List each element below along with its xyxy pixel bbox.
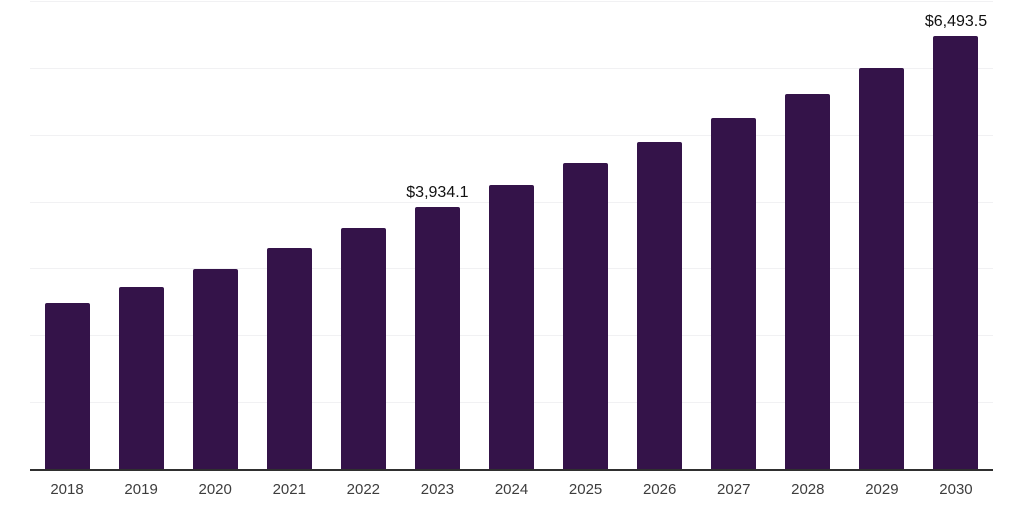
bar-2027 xyxy=(711,118,757,470)
bar-slot xyxy=(845,2,919,470)
x-tick-label: 2023 xyxy=(420,481,455,498)
x-axis-line xyxy=(30,469,993,471)
bar-2022 xyxy=(340,227,386,470)
bar-2025 xyxy=(563,163,609,470)
bar-slot xyxy=(30,2,104,470)
bar-2021 xyxy=(266,248,312,470)
bar-slot xyxy=(252,2,326,470)
x-tick-label: 2026 xyxy=(642,481,677,498)
plot-area: $3,934.1 $6,493.5 xyxy=(30,1,993,471)
bar-2029 xyxy=(859,68,905,470)
x-tick-label: 2029 xyxy=(865,481,899,498)
gridline xyxy=(30,1,993,2)
x-tick-label: 2018 xyxy=(50,481,84,498)
bar-2026 xyxy=(637,141,683,470)
bar-2030: $6,493.5 xyxy=(925,13,987,470)
x-tick-label: 2021 xyxy=(272,481,306,498)
bar-slot xyxy=(623,2,697,470)
bar-slot: $3,934.1 xyxy=(400,2,474,470)
bar-2023: $3,934.1 xyxy=(406,184,469,470)
bar-slot xyxy=(104,2,178,470)
bar-2028 xyxy=(785,94,831,470)
bar-value-label: $3,934.1 xyxy=(406,183,469,201)
x-tick-label: 2028 xyxy=(791,481,825,498)
x-tick-label: 2025 xyxy=(568,481,603,498)
x-tick-label: 2030 xyxy=(939,481,973,498)
bar-2018 xyxy=(44,302,90,470)
bar-2019 xyxy=(118,286,164,470)
x-tick-label: 2019 xyxy=(124,481,158,498)
x-tick-label: 2020 xyxy=(198,481,232,498)
x-tick-label: 2022 xyxy=(346,481,381,498)
bar-slot xyxy=(697,2,771,470)
bar-2020 xyxy=(192,268,238,470)
bar-slot xyxy=(326,2,400,470)
x-tick-label: 2024 xyxy=(494,481,529,498)
bar-slot: $6,493.5 xyxy=(919,2,993,470)
bar-value-label: $6,493.5 xyxy=(924,12,988,30)
bar-slot xyxy=(771,2,845,470)
x-axis-labels: 2018 2019 2020 2021 2022 2023 2024 2025 2026 2027… xyxy=(30,481,993,498)
bars-container: $3,934.1 $6,493.5 xyxy=(30,2,993,470)
bar-slot xyxy=(474,2,548,470)
bar-2024 xyxy=(489,185,534,470)
bar-slot xyxy=(178,2,252,470)
bar-slot xyxy=(549,2,623,470)
x-tick-label: 2027 xyxy=(717,481,751,498)
gridline xyxy=(30,67,993,69)
gridline xyxy=(30,134,993,136)
